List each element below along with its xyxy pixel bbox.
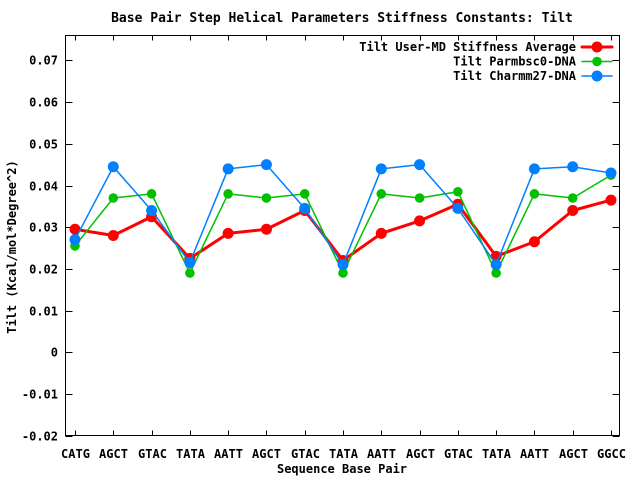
x-axis-label: Sequence Base Pair xyxy=(277,462,407,476)
data-point-marker xyxy=(261,193,272,203)
category-label: AGCT xyxy=(252,447,281,461)
data-point-marker xyxy=(375,163,387,175)
y-tick-label: 0.01 xyxy=(29,305,58,319)
data-point-marker xyxy=(107,230,119,241)
data-point-marker xyxy=(490,259,502,271)
y-tick-label: 0.07 xyxy=(29,54,58,68)
category-label: AATT xyxy=(520,447,549,461)
y-tick-label: -0.02 xyxy=(22,430,58,444)
category-label: AGCT xyxy=(559,447,588,461)
legend-label: Tilt User-MD Stiffness Average xyxy=(359,40,576,54)
y-tick-label: 0.04 xyxy=(29,180,58,194)
y-tick-label: -0.01 xyxy=(22,388,58,402)
data-point-marker xyxy=(414,159,426,171)
y-tick-label: 0.02 xyxy=(29,263,58,277)
category-label: TATA xyxy=(329,447,359,461)
data-point-marker xyxy=(529,189,540,199)
data-point-marker xyxy=(222,163,234,175)
data-point-marker xyxy=(528,163,540,175)
data-point-marker xyxy=(375,227,387,239)
y-tick-label: 0.03 xyxy=(29,221,58,235)
data-point-marker xyxy=(453,186,463,197)
data-point-marker xyxy=(223,189,233,199)
category-label: GGCC xyxy=(597,447,626,461)
category-label: GTAC xyxy=(444,447,473,461)
plot-area: -0.02 -0.01 0 0.01 0.02 0.03 0.04 0.05 0.06 0.07 C… xyxy=(22,35,626,461)
series-line xyxy=(74,163,612,266)
data-point-marker xyxy=(69,223,81,235)
data-point-marker xyxy=(528,236,540,248)
plot-border xyxy=(65,35,620,436)
category-label: GTAC xyxy=(291,447,320,461)
category-label: TATA xyxy=(176,447,206,461)
data-point-marker xyxy=(376,189,387,199)
category-label: AATT xyxy=(214,447,243,461)
category-label: TATA xyxy=(482,447,512,461)
category-label: AGCT xyxy=(406,447,435,461)
legend-item: Tilt Charmm27-DNA xyxy=(453,69,613,83)
y-tick-label: 0 xyxy=(51,346,58,360)
data-point-marker xyxy=(185,268,195,278)
data-point-marker xyxy=(107,161,119,173)
data-point-marker xyxy=(605,167,617,179)
legend-label: Tilt Parmbsc0-DNA xyxy=(453,55,577,69)
data-point-marker xyxy=(299,202,311,214)
data-point-marker xyxy=(567,205,579,216)
category-label: GTAC xyxy=(138,447,167,461)
data-point-marker xyxy=(452,202,464,214)
legend-marker-icon xyxy=(591,70,603,82)
legend-label: Tilt Charmm27-DNA xyxy=(453,69,577,83)
data-point-marker xyxy=(414,193,425,203)
data-point-marker xyxy=(108,193,119,203)
data-point-marker xyxy=(567,193,578,203)
data-point-marker xyxy=(146,189,157,199)
data-point-marker xyxy=(491,268,501,278)
data-point-marker xyxy=(567,161,579,173)
legend-marker-icon xyxy=(592,56,602,67)
data-point-marker xyxy=(605,194,617,206)
y-tick-label: 0.06 xyxy=(29,96,58,110)
legend-item: Tilt User-MD Stiffness Average xyxy=(359,40,614,54)
y-tick-label: 0.05 xyxy=(29,138,58,152)
data-point-marker xyxy=(414,215,426,227)
category-label: AATT xyxy=(367,447,396,461)
data-point-marker xyxy=(337,259,349,271)
category-label: AGCT xyxy=(99,447,128,461)
legend-marker-icon xyxy=(591,41,603,53)
category-label: CATG xyxy=(61,447,90,461)
legend-item: Tilt Parmbsc0-DNA xyxy=(453,55,613,69)
data-point-marker xyxy=(299,189,310,199)
y-axis-label: Tilt (Kcal/mol*Degree^2) xyxy=(5,160,19,333)
data-point-marker xyxy=(260,159,272,171)
chart-title: Base Pair Step Helical Parameters Stiffn… xyxy=(111,11,573,26)
data-point-marker xyxy=(260,223,272,235)
data-point-marker xyxy=(338,268,348,278)
data-point-marker xyxy=(69,234,81,246)
data-point-marker xyxy=(184,257,196,269)
data-point-marker xyxy=(222,227,234,239)
data-point-marker xyxy=(146,205,158,216)
